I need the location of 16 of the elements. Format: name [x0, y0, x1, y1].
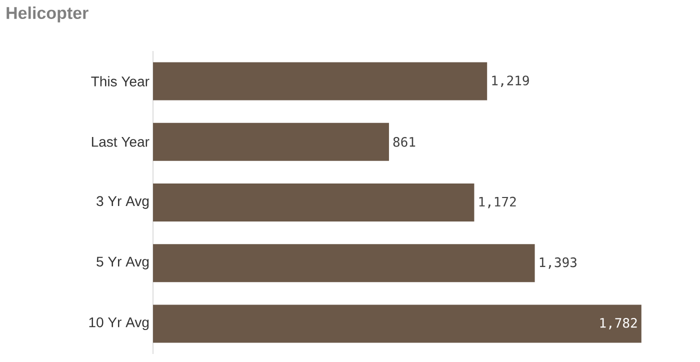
bar [153, 244, 535, 282]
y-tick-label: 10 Yr Avg [89, 317, 149, 330]
data-label: 1,782 [600, 318, 637, 330]
data-label: 861 [393, 136, 416, 147]
y-tick-label: 3 Yr Avg [96, 196, 149, 209]
bar [153, 304, 642, 343]
chart-title: Helicopter [6, 6, 88, 22]
data-label: 1,393 [540, 257, 576, 269]
y-tick-label: This Year [91, 76, 150, 86]
y-tick-label: 5 Yr Avg [96, 256, 149, 270]
bar [153, 184, 474, 222]
data-label: 1,172 [479, 196, 516, 208]
y-tick-label: Last Year [92, 137, 150, 147]
data-label: 1,219 [492, 76, 529, 88]
bar [153, 122, 389, 161]
bar [153, 62, 488, 100]
